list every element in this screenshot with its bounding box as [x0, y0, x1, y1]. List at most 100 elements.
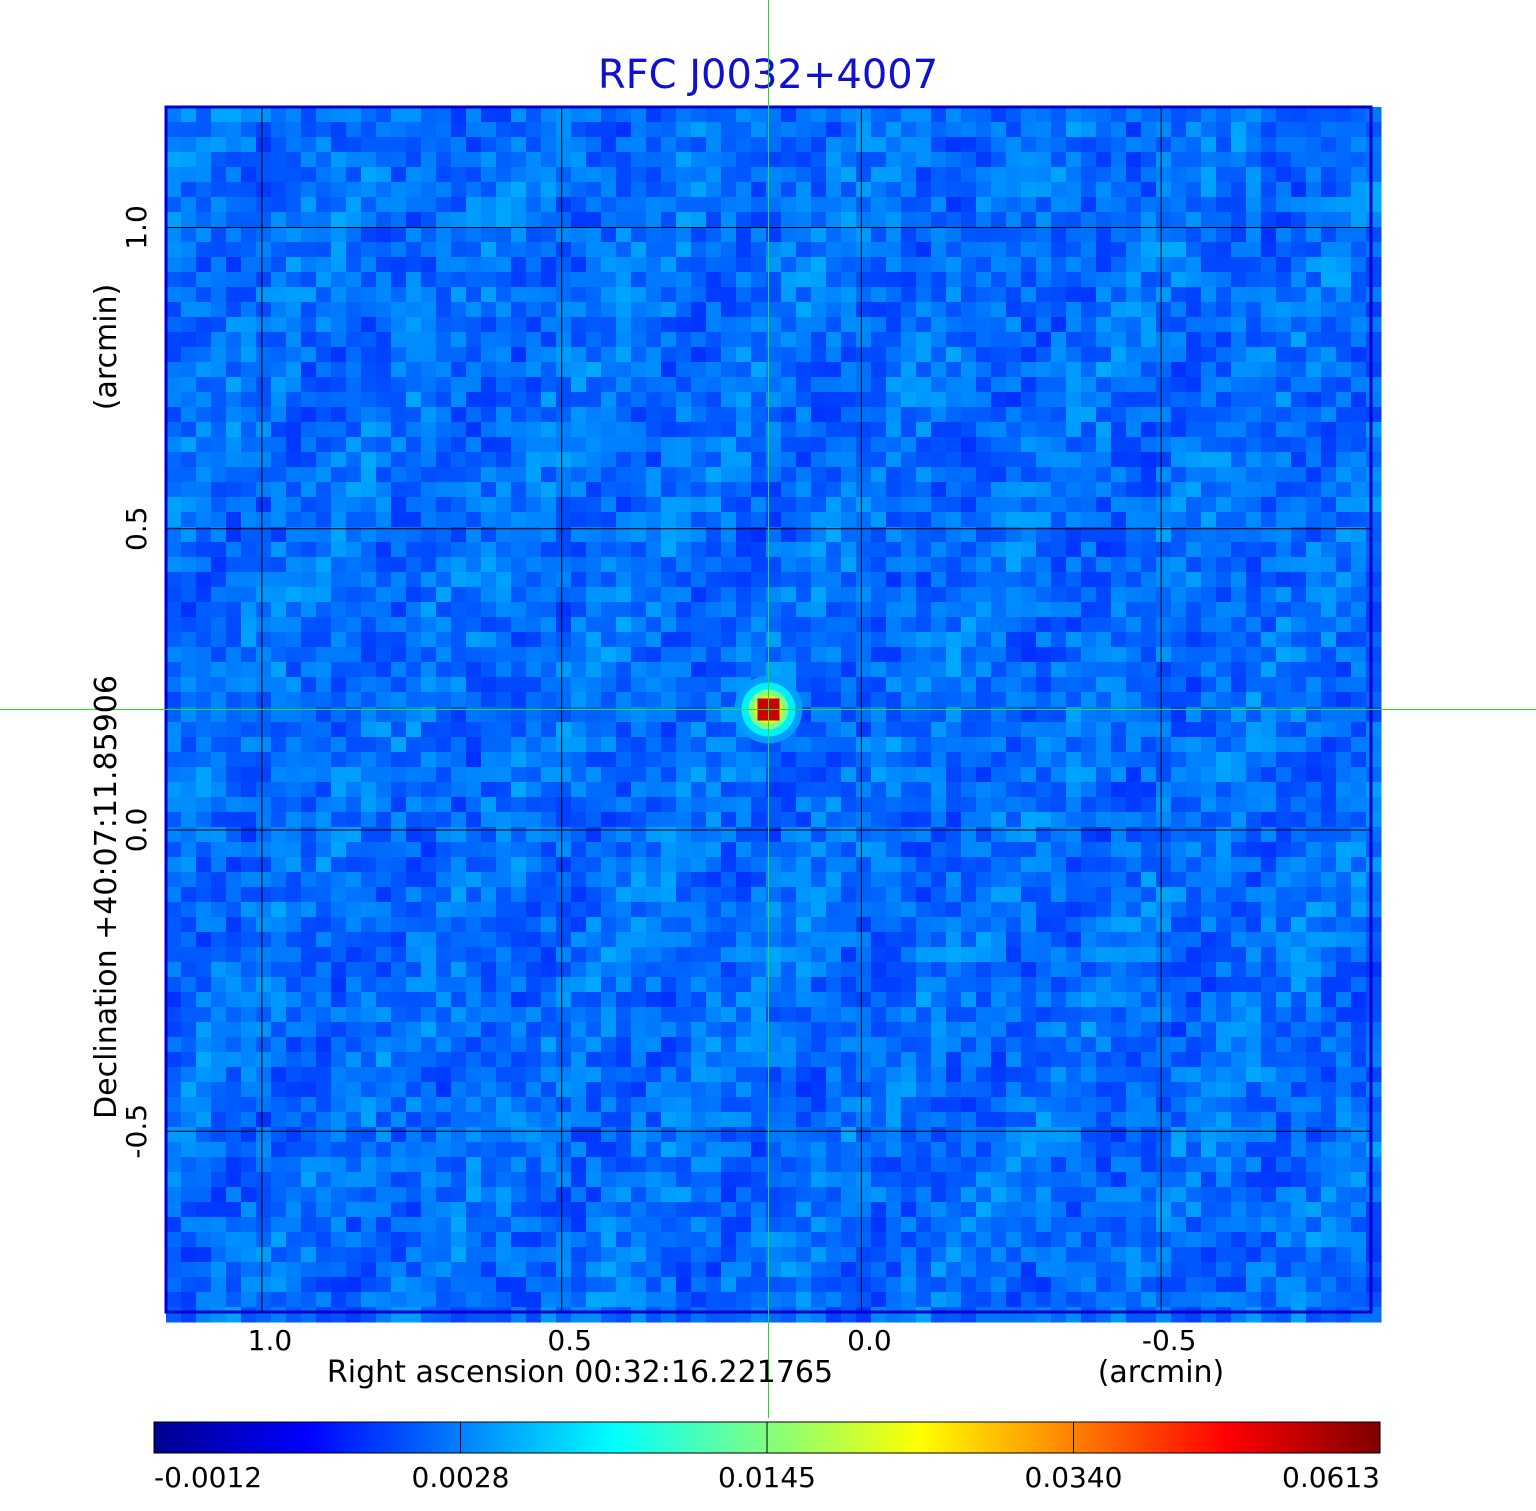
noise-pixel — [721, 1202, 737, 1218]
noise-pixel — [286, 677, 302, 693]
noise-pixel — [676, 572, 692, 588]
noise-pixel — [451, 1232, 467, 1248]
noise-pixel — [676, 977, 692, 993]
noise-pixel — [871, 1142, 887, 1158]
noise-pixel — [706, 122, 722, 138]
noise-pixel — [541, 272, 557, 288]
noise-pixel — [916, 287, 932, 303]
noise-pixel — [631, 662, 647, 678]
noise-pixel — [601, 392, 617, 408]
noise-pixel — [1051, 932, 1067, 948]
noise-pixel — [751, 1307, 767, 1323]
noise-pixel — [601, 1292, 617, 1308]
noise-pixel — [1066, 1187, 1082, 1203]
noise-pixel — [736, 167, 752, 183]
noise-pixel — [616, 1202, 632, 1218]
noise-pixel — [271, 812, 287, 828]
noise-pixel — [631, 302, 647, 318]
noise-pixel — [181, 362, 197, 378]
noise-pixel — [616, 557, 632, 573]
noise-pixel — [1021, 557, 1037, 573]
noise-pixel — [526, 1202, 542, 1218]
noise-pixel — [946, 347, 962, 363]
noise-pixel — [331, 542, 347, 558]
noise-pixel — [421, 1157, 437, 1173]
noise-pixel — [736, 227, 752, 243]
noise-pixel — [886, 467, 902, 483]
noise-pixel — [526, 947, 542, 963]
noise-pixel — [751, 992, 767, 1008]
noise-pixel — [1066, 557, 1082, 573]
noise-pixel — [691, 1277, 707, 1293]
noise-pixel — [481, 287, 497, 303]
noise-pixel — [241, 1217, 257, 1233]
noise-pixel — [211, 1067, 227, 1083]
noise-pixel — [871, 167, 887, 183]
noise-pixel — [721, 1082, 737, 1098]
noise-pixel — [706, 752, 722, 768]
noise-pixel — [871, 1097, 887, 1113]
noise-pixel — [256, 677, 272, 693]
noise-pixel — [766, 647, 782, 663]
noise-pixel — [991, 707, 1007, 723]
noise-pixel — [871, 272, 887, 288]
noise-pixel — [436, 1277, 452, 1293]
noise-pixel — [1036, 917, 1052, 933]
noise-pixel — [676, 332, 692, 348]
noise-pixel — [736, 527, 752, 543]
noise-pixel — [586, 212, 602, 228]
noise-pixel — [796, 632, 812, 648]
noise-pixel — [631, 1142, 647, 1158]
noise-pixel — [496, 422, 512, 438]
noise-pixel — [256, 1247, 272, 1263]
noise-pixel — [736, 1157, 752, 1173]
noise-pixel — [376, 197, 392, 213]
noise-pixel — [661, 1022, 677, 1038]
noise-pixel — [1081, 602, 1097, 618]
noise-pixel — [421, 1262, 437, 1278]
noise-pixel — [481, 182, 497, 198]
noise-pixel — [316, 977, 332, 993]
noise-pixel — [616, 272, 632, 288]
noise-pixel — [391, 527, 407, 543]
noise-pixel — [631, 107, 647, 123]
noise-pixel — [526, 1307, 542, 1323]
noise-pixel — [571, 602, 587, 618]
noise-pixel — [646, 1247, 662, 1263]
noise-pixel — [811, 602, 827, 618]
noise-pixel — [181, 947, 197, 963]
noise-pixel — [946, 662, 962, 678]
noise-pixel — [301, 947, 317, 963]
noise-pixel — [571, 827, 587, 843]
noise-pixel — [286, 167, 302, 183]
noise-pixel — [781, 992, 797, 1008]
noise-pixel — [886, 1307, 902, 1323]
noise-pixel — [706, 1217, 722, 1233]
noise-pixel — [376, 137, 392, 153]
noise-pixel — [871, 257, 887, 273]
noise-pixel — [601, 1202, 617, 1218]
noise-pixel — [226, 392, 242, 408]
noise-pixel — [211, 1157, 227, 1173]
noise-pixel — [556, 452, 572, 468]
noise-pixel — [391, 947, 407, 963]
noise-pixel — [361, 1142, 377, 1158]
noise-pixel — [811, 752, 827, 768]
noise-pixel — [991, 947, 1007, 963]
noise-pixel — [166, 1232, 182, 1248]
noise-pixel — [871, 692, 887, 708]
noise-pixel — [421, 182, 437, 198]
noise-pixel — [991, 647, 1007, 663]
noise-pixel — [901, 362, 917, 378]
noise-pixel — [976, 962, 992, 978]
noise-pixel — [796, 887, 812, 903]
noise-pixel — [166, 527, 182, 543]
noise-pixel — [646, 182, 662, 198]
noise-pixel — [586, 167, 602, 183]
noise-pixel — [361, 197, 377, 213]
noise-pixel — [436, 902, 452, 918]
noise-pixel — [1021, 572, 1037, 588]
noise-pixel — [436, 1142, 452, 1158]
noise-pixel — [346, 617, 362, 633]
noise-pixel — [406, 827, 422, 843]
